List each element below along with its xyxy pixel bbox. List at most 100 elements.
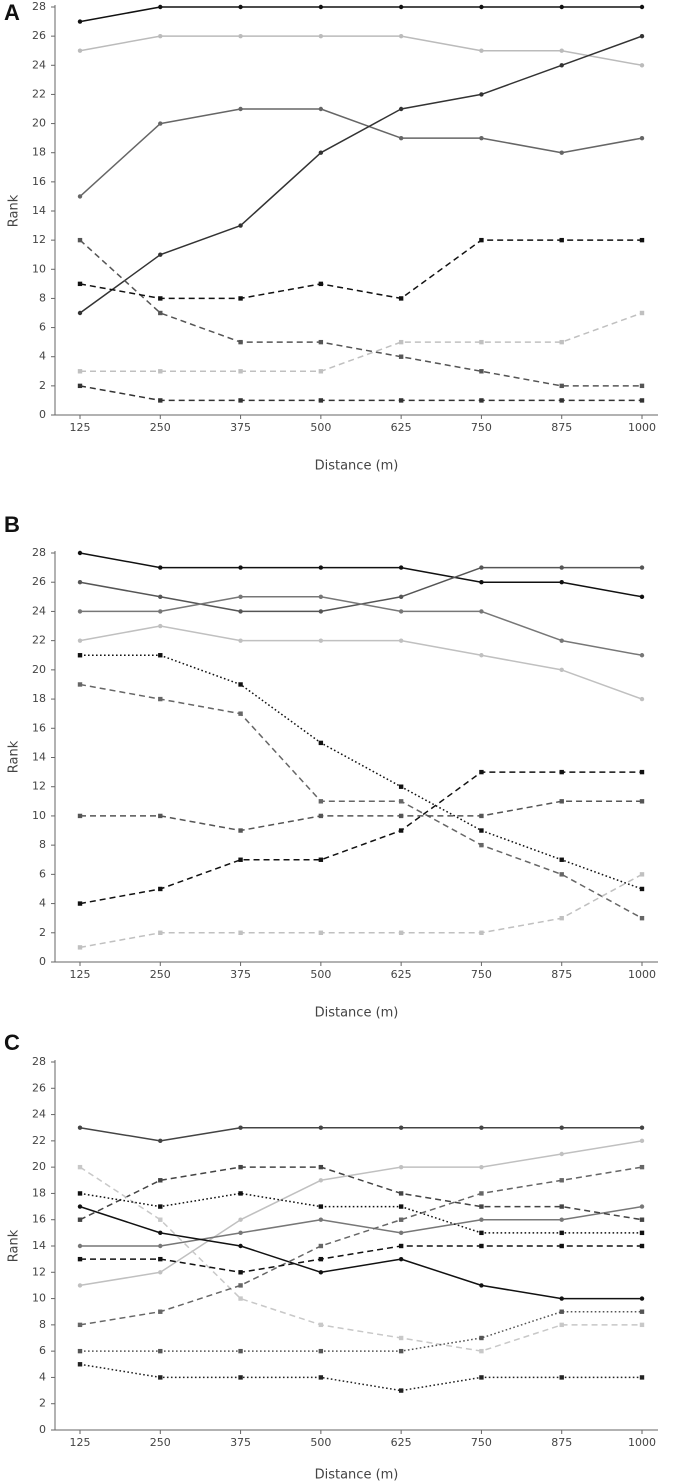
data-point (639, 653, 645, 658)
data-point (479, 1164, 484, 1170)
data-point (479, 1191, 484, 1196)
data-point (398, 799, 404, 804)
series-line-2 (79, 1140, 643, 1287)
y-tick-label: 4 (39, 897, 46, 910)
data-point (238, 339, 243, 345)
data-point (77, 281, 83, 287)
y-tick-label: 0 (39, 955, 46, 968)
x-tick-label: 375 (230, 968, 251, 981)
data-point (479, 369, 484, 374)
series-line-4 (79, 35, 643, 314)
data-point (77, 901, 83, 906)
data-point (158, 886, 163, 892)
data-point (639, 1309, 645, 1314)
data-point (398, 339, 404, 345)
data-point (398, 1335, 404, 1341)
data-point (318, 1217, 324, 1222)
data-point (158, 1230, 163, 1236)
data-point (238, 369, 243, 374)
data-point (238, 857, 243, 862)
data-point (158, 296, 163, 301)
data-point (77, 237, 83, 243)
data-point (559, 1204, 564, 1209)
series-line-8 (79, 385, 642, 402)
data-point (77, 1243, 83, 1249)
data-point (398, 828, 404, 833)
data-point (77, 1164, 83, 1170)
x-axis-title: Distance (m) (315, 1006, 399, 1021)
data-point (77, 1125, 83, 1130)
data-point (158, 4, 163, 10)
y-tick-label: 26 (32, 1081, 46, 1094)
data-point (559, 1230, 564, 1236)
data-point (559, 638, 564, 643)
series-line-6 (79, 683, 643, 919)
data-point (158, 565, 163, 570)
data-point (559, 872, 564, 877)
data-point (318, 609, 324, 614)
data-point (479, 135, 484, 141)
y-tick-label: 22 (32, 1134, 46, 1147)
data-point (559, 769, 564, 775)
y-tick-label: 24 (32, 1108, 46, 1121)
data-point (559, 580, 564, 585)
series-line-2 (79, 35, 643, 67)
data-point (639, 63, 645, 68)
data-point (318, 1204, 324, 1209)
data-point (559, 4, 564, 10)
data-point (238, 296, 243, 301)
data-point (559, 1296, 564, 1301)
data-point (479, 1125, 484, 1130)
data-point (559, 339, 564, 345)
data-point (639, 1125, 645, 1130)
data-point (238, 828, 243, 833)
data-point (77, 550, 83, 556)
y-tick-label: 14 (32, 204, 46, 217)
data-point (238, 1217, 243, 1222)
data-point (559, 1322, 564, 1328)
data-point (77, 369, 83, 374)
data-point (77, 609, 83, 614)
y-tick-label: 28 (32, 0, 46, 13)
data-point (559, 48, 564, 53)
data-point (639, 1138, 645, 1144)
y-tick-label: 0 (39, 408, 46, 421)
x-tick-label: 875 (551, 421, 572, 434)
data-point (238, 1348, 243, 1354)
data-point (639, 1230, 645, 1236)
data-point (238, 682, 243, 687)
y-tick-label: 26 (32, 575, 46, 588)
x-tick-label: 875 (551, 1436, 572, 1449)
data-point (639, 1164, 645, 1170)
data-point (318, 1375, 324, 1380)
data-point (639, 4, 645, 10)
series-line-3 (80, 596, 643, 657)
series-line-3 (79, 108, 643, 197)
series-line-9 (79, 1192, 642, 1234)
data-point (77, 1256, 83, 1262)
data-point (238, 1191, 243, 1196)
data-point (238, 1125, 243, 1130)
y-tick-label: 12 (32, 233, 46, 246)
data-point (158, 1256, 163, 1262)
data-point (479, 4, 484, 10)
data-point (398, 1230, 404, 1236)
y-tick-label: 14 (32, 1239, 46, 1252)
data-point (318, 369, 324, 374)
x-tick-label: 375 (230, 421, 251, 434)
data-point (479, 1348, 484, 1354)
data-point (158, 1178, 163, 1183)
data-point (639, 310, 645, 316)
data-point (398, 1388, 404, 1393)
data-point (479, 609, 484, 614)
data-point (479, 828, 484, 833)
data-point (479, 565, 484, 570)
data-point (158, 696, 163, 702)
y-tick-label: 4 (39, 1370, 46, 1383)
y-tick-label: 8 (39, 838, 46, 851)
data-point (398, 106, 404, 112)
data-point (158, 1375, 163, 1380)
data-point (639, 565, 645, 570)
data-point (318, 857, 324, 862)
